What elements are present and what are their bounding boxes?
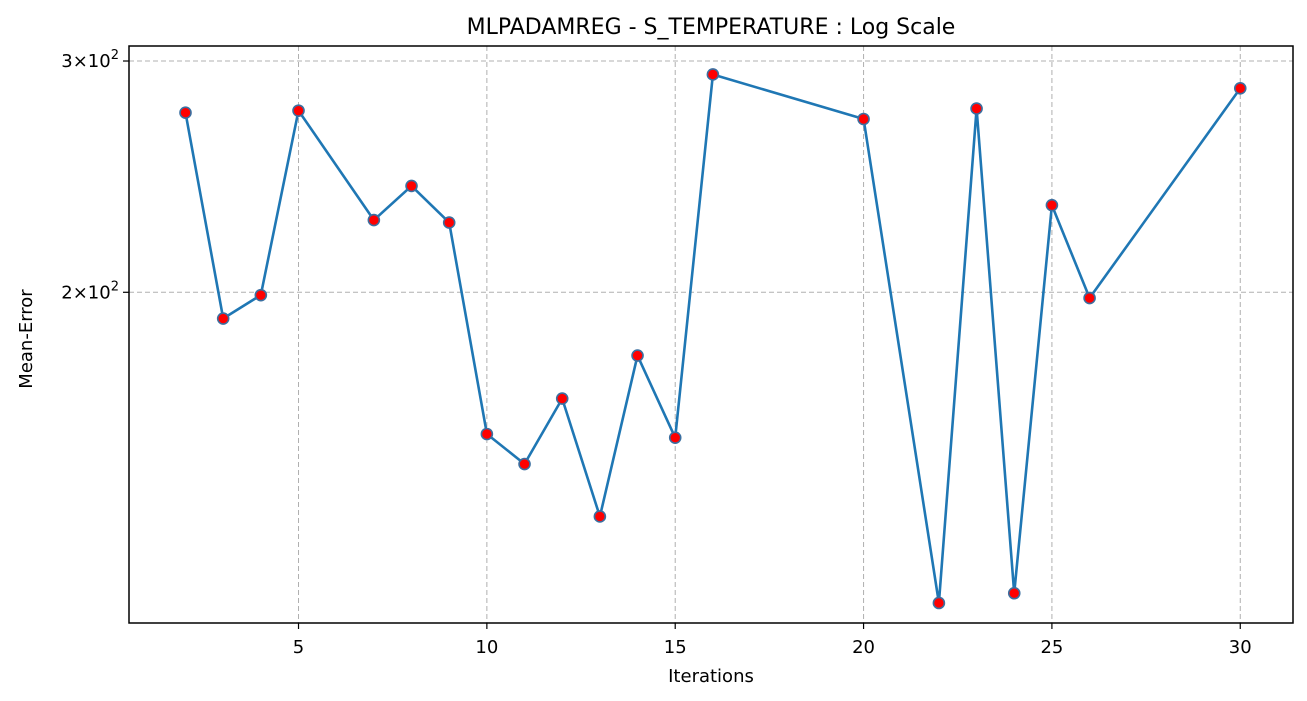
x-tick-label: 25: [1040, 637, 1063, 658]
x-tick-label: 15: [664, 637, 687, 658]
data-point: [442, 216, 456, 229]
data-point: [932, 596, 946, 610]
y-tick-label: 3×102: [61, 48, 119, 72]
data-point: [254, 288, 268, 302]
data-point: [518, 457, 531, 471]
data-point: [631, 349, 644, 362]
axis-layer: 5 10 15 20 25 30 2×102 3×102: [61, 45, 1294, 658]
data-point: [970, 102, 983, 115]
x-tick-label: 20: [852, 637, 875, 658]
data-point: [367, 213, 381, 227]
y-axis-label: Mean-Error: [16, 289, 37, 389]
data-point: [1045, 198, 1059, 212]
data-point: [593, 510, 607, 523]
chart-title: MLPADAMREG - S_TEMPERATURE : Log Scale: [467, 15, 956, 40]
data-point: [292, 104, 305, 117]
data-point: [405, 179, 418, 193]
data-point: [1007, 586, 1021, 600]
plot-frame: [128, 45, 1294, 624]
x-tick-label: 5: [293, 637, 304, 658]
data-point: [668, 431, 682, 444]
data-point: [857, 112, 870, 126]
data-point: [555, 392, 569, 405]
grid-layer: [129, 46, 1293, 623]
data-point: [480, 427, 494, 441]
data-point: [216, 312, 230, 325]
data-point: [1233, 81, 1247, 95]
x-tick-label: 10: [475, 637, 498, 658]
data-point: [179, 106, 192, 120]
data-point: [1083, 291, 1096, 305]
x-axis-label: Iterations: [668, 666, 754, 687]
y-tick-label: 2×102: [61, 279, 119, 303]
series-layer: [179, 68, 1247, 610]
x-tick-label: 30: [1229, 637, 1252, 658]
data-point: [706, 68, 720, 81]
series-line: [184, 73, 1242, 605]
